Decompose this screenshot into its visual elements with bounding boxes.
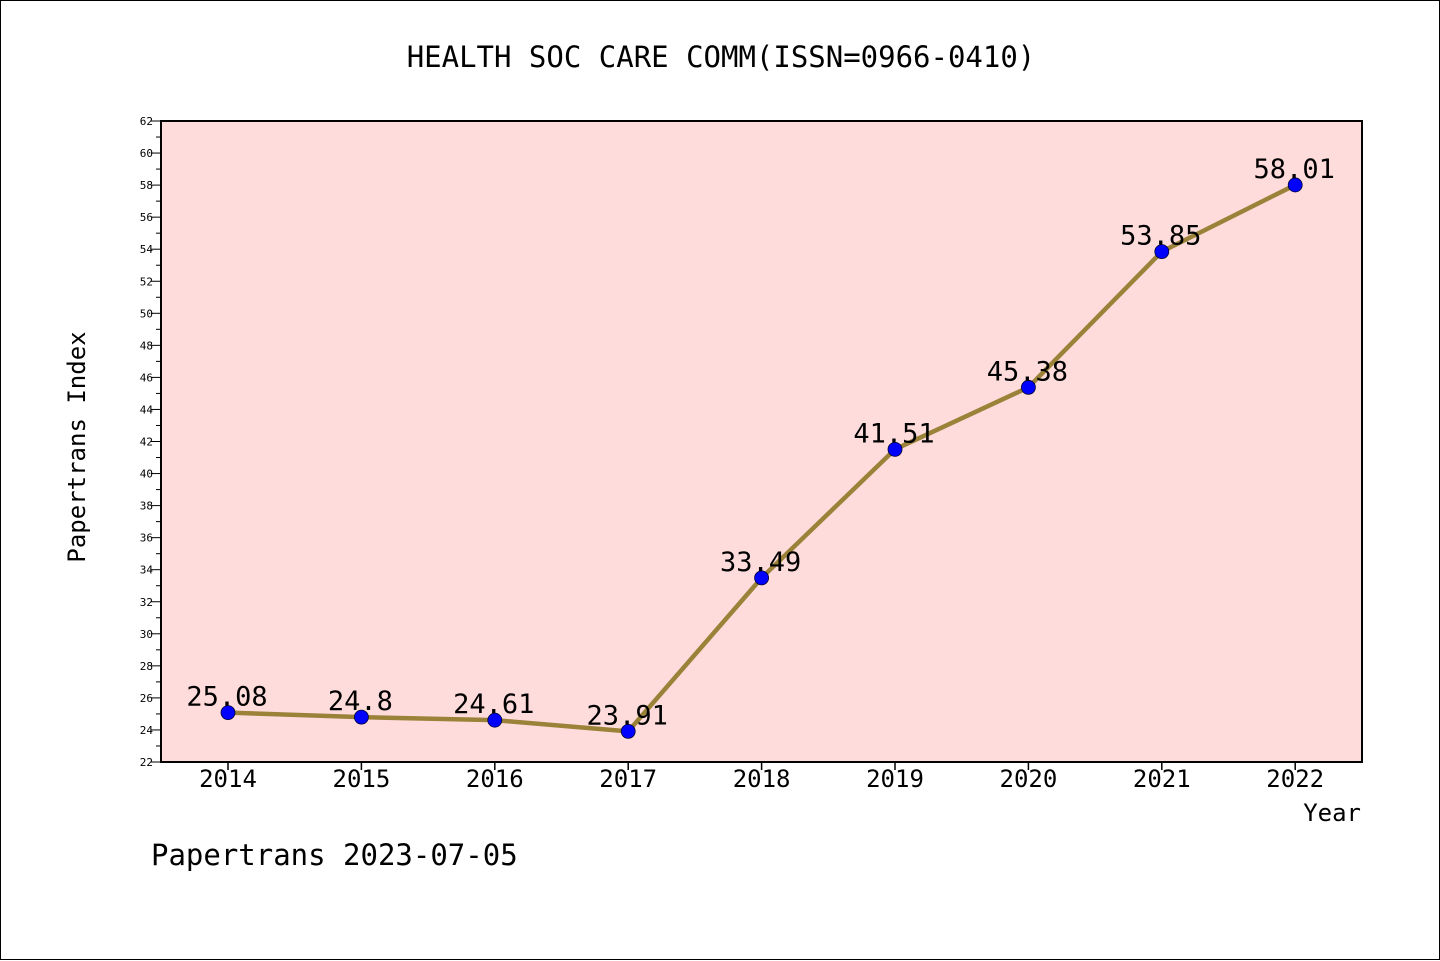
y-axis: 22 24 26 28 30 32 34 36 38 40 42 44 46 48 50 52 54 56 58 60…	[140, 115, 161, 769]
data-label: 33.49	[720, 547, 801, 578]
data-label-group: 25.08 24.8 24.61 23.91 33.49 41.51 45.38 53.85 5…	[186, 154, 1334, 731]
x-tick-label: 2016	[466, 765, 524, 793]
x-tick-label: 2022	[1266, 765, 1324, 793]
data-label: 24.8	[328, 686, 393, 717]
x-tick-label: 2014	[199, 765, 257, 793]
y-tick-label: 36	[140, 532, 153, 545]
y-tick-label: 60	[140, 147, 153, 160]
data-label: 53.85	[1120, 221, 1201, 252]
y-tick-label: 34	[140, 564, 154, 577]
data-point	[353, 709, 369, 725]
y-tick-label: 30	[140, 628, 153, 641]
y-tick-label: 32	[140, 596, 153, 609]
x-tick-label: 2018	[733, 765, 791, 793]
y-axis-label: Papertrans Index	[63, 331, 91, 562]
series-line-group	[220, 177, 1303, 739]
data-label: 45.38	[987, 356, 1068, 387]
data-point	[754, 570, 769, 586]
y-tick-label: 26	[140, 692, 153, 705]
x-tick-label: 2015	[333, 765, 391, 793]
y-tick-label: 50	[140, 307, 153, 320]
y-tick-label: 42	[140, 436, 153, 449]
data-label: 24.61	[453, 689, 534, 720]
data-point	[1287, 177, 1303, 193]
x-axis: 2014 2015 2016 2017 2018 2019 2020 2021 2022	[199, 762, 1324, 793]
data-point	[487, 712, 503, 728]
y-tick-label: 38	[140, 500, 153, 513]
y-tick-label: 22	[140, 756, 153, 769]
data-label: 58.01	[1254, 154, 1335, 185]
y-tick-label: 44	[140, 403, 154, 416]
x-tick-label: 2020	[1000, 765, 1058, 793]
x-tick-label: 2019	[866, 765, 924, 793]
chart-title: HEALTH SOC CARE COMM(ISSN=0966-0410)	[407, 40, 1036, 74]
y-tick-label: 52	[140, 275, 153, 288]
x-axis-label: Year	[1303, 799, 1361, 827]
x-tick-label: 2021	[1133, 765, 1191, 793]
x-tick-label: 2017	[599, 765, 657, 793]
data-point	[220, 705, 236, 721]
y-tick-label: 24	[140, 724, 154, 737]
data-point	[1021, 379, 1036, 395]
data-point	[1154, 244, 1170, 260]
y-tick-label: 48	[140, 339, 153, 352]
y-tick-label: 56	[140, 211, 153, 224]
y-tick-label: 46	[140, 371, 153, 384]
y-tick-label: 54	[140, 243, 154, 256]
y-tick-label: 58	[140, 179, 153, 192]
data-point	[887, 441, 903, 457]
data-point	[620, 723, 636, 739]
y-tick-label: 62	[140, 115, 153, 128]
footer-credit: Papertrans 2023-07-05	[151, 838, 518, 872]
data-label: 23.91	[587, 700, 668, 731]
data-label: 41.51	[853, 418, 934, 449]
y-tick-label: 40	[140, 468, 153, 481]
plot-area	[160, 120, 1363, 763]
data-label: 25.08	[186, 682, 267, 713]
y-tick-label: 28	[140, 660, 153, 673]
